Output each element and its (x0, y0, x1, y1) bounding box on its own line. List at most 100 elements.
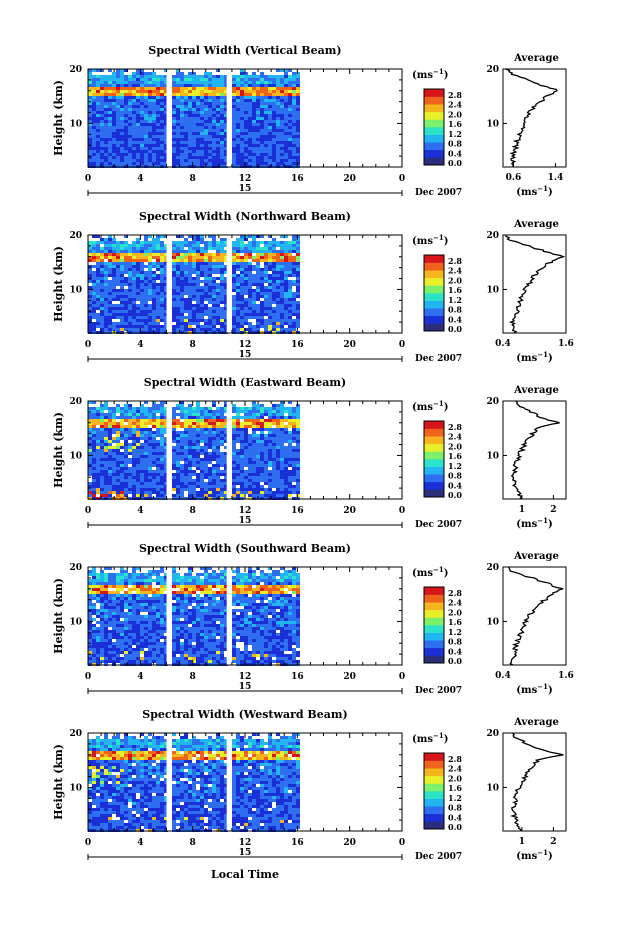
colorbar-segment (424, 270, 444, 278)
x-tick-label: 20 (343, 506, 356, 516)
colorbar-tick-label: 0.4 (448, 812, 462, 822)
data-gap-1 (227, 733, 230, 831)
x-tick-label: 16 (291, 672, 304, 682)
colorbar-tick-label: 2.8 (448, 588, 462, 598)
y-tick-label: 20 (69, 231, 82, 241)
colorbar-segment (424, 467, 444, 475)
day-label: 15 (239, 184, 252, 194)
x-tick-label: 0 (85, 174, 91, 184)
colorbar-segment (424, 821, 444, 829)
colorbar-tick-label: 0.4 (448, 480, 462, 490)
average-title: Average (513, 717, 559, 728)
average-x-tick-label: 1.6 (558, 671, 574, 681)
x-tick-label: 4 (137, 838, 143, 848)
colorbar-tick-label: 2.4 (448, 598, 462, 608)
colorbar-tick-label: 1.6 (448, 285, 462, 295)
x-tick-label: 8 (190, 340, 196, 350)
colorbar-tick-label: 2.8 (448, 754, 462, 764)
colorbar-tick-label: 2.0 (448, 441, 462, 451)
x-tick-label: 16 (291, 506, 304, 516)
colorbar-tick-label: 1.6 (448, 783, 462, 793)
data-gap-0 (167, 733, 172, 831)
data-gap-0 (167, 401, 172, 499)
colorbar: (ms−1)2.82.42.01.61.20.80.40.0 (412, 67, 462, 168)
colorbar-segment (424, 112, 444, 120)
colorbar-tick-label: 2.4 (448, 266, 462, 276)
heatmap-cells (88, 567, 300, 666)
average-y-tick-label: 10 (486, 617, 499, 627)
average-profile-line (508, 567, 563, 665)
y-axis-label: Height (km) (52, 744, 65, 820)
average-x-tick-label: 0.4 (495, 339, 511, 349)
average-title: Average (513, 551, 559, 562)
average-x-axis-label: (ms−1) (516, 516, 552, 530)
colorbar-tick-label: 1.2 (448, 461, 462, 471)
colorbar: (ms−1)2.82.42.01.61.20.80.40.0 (412, 399, 462, 500)
y-tick-label: 10 (69, 783, 82, 793)
colorbar-tick-label: 2.8 (448, 90, 462, 100)
average-x-axis-label: (ms−1) (516, 184, 552, 198)
date-label: Dec 2007 (415, 354, 462, 364)
panel-title: Spectral Width (Northward Beam) (139, 210, 351, 223)
colorbar-unit-label: (ms−1) (412, 731, 448, 745)
data-gap-1 (227, 567, 230, 665)
colorbar-segment (424, 625, 444, 633)
day-label: 15 (239, 848, 252, 858)
colorbar-unit-label: (ms−1) (412, 399, 448, 413)
x-tick-label: 20 (343, 672, 356, 682)
data-gap-0 (167, 69, 172, 167)
heatmap-cells (88, 235, 300, 334)
colorbar-tick-label: 1.6 (448, 119, 462, 129)
average-x-tick-label: 1.4 (548, 173, 564, 183)
colorbar-tick-label: 2.4 (448, 100, 462, 110)
colorbar-segment (424, 263, 444, 271)
colorbar-segment (424, 595, 444, 603)
colorbar-segment (424, 610, 444, 618)
average-x-tick-label: 0.4 (495, 671, 511, 681)
x-tick-label: 0 (399, 838, 405, 848)
colorbar-segment (424, 768, 444, 776)
colorbar-tick-label: 0.8 (448, 305, 462, 315)
x-tick-label: 20 (343, 838, 356, 848)
colorbar-segment (424, 444, 444, 452)
x-tick-label: 0 (85, 340, 91, 350)
x-tick-label: 8 (190, 506, 196, 516)
colorbar: (ms−1)2.82.42.01.61.20.80.40.0 (412, 565, 462, 666)
colorbar-segment (424, 489, 444, 497)
heatmap-cells (88, 733, 300, 832)
colorbar-tick-label: 0.4 (448, 314, 462, 324)
x-tick-label: 4 (137, 340, 143, 350)
x-tick-label: 12 (239, 340, 252, 350)
panel-title: Spectral Width (Westward Beam) (142, 708, 347, 721)
colorbar-tick-label: 1.6 (448, 617, 462, 627)
colorbar-segment (424, 293, 444, 301)
x-tick-label: 16 (291, 838, 304, 848)
colorbar-segment (424, 783, 444, 791)
average-profile-line (512, 733, 564, 831)
colorbar-tick-label: 0.0 (448, 158, 462, 168)
average-y-tick-label: 10 (486, 783, 499, 793)
y-axis-label: Height (km) (52, 578, 65, 654)
colorbar-segment (424, 285, 444, 293)
colorbar-tick-label: 0.8 (448, 139, 462, 149)
average-y-tick-label: 20 (486, 729, 499, 739)
colorbar-segment (424, 474, 444, 482)
colorbar-tick-label: 2.4 (448, 764, 462, 774)
x-tick-label: 4 (137, 174, 143, 184)
day-label: 15 (239, 516, 252, 526)
colorbar-tick-label: 0.8 (448, 803, 462, 813)
x-tick-label: 20 (343, 174, 356, 184)
heatmap-cells (88, 69, 300, 168)
panel-title: Spectral Width (Eastward Beam) (144, 376, 346, 389)
y-tick-label: 10 (69, 617, 82, 627)
colorbar-segment (424, 429, 444, 437)
colorbar-segment (424, 308, 444, 316)
y-tick-label: 20 (69, 397, 82, 407)
colorbar-tick-label: 1.2 (448, 295, 462, 305)
date-label: Dec 2007 (415, 686, 462, 696)
